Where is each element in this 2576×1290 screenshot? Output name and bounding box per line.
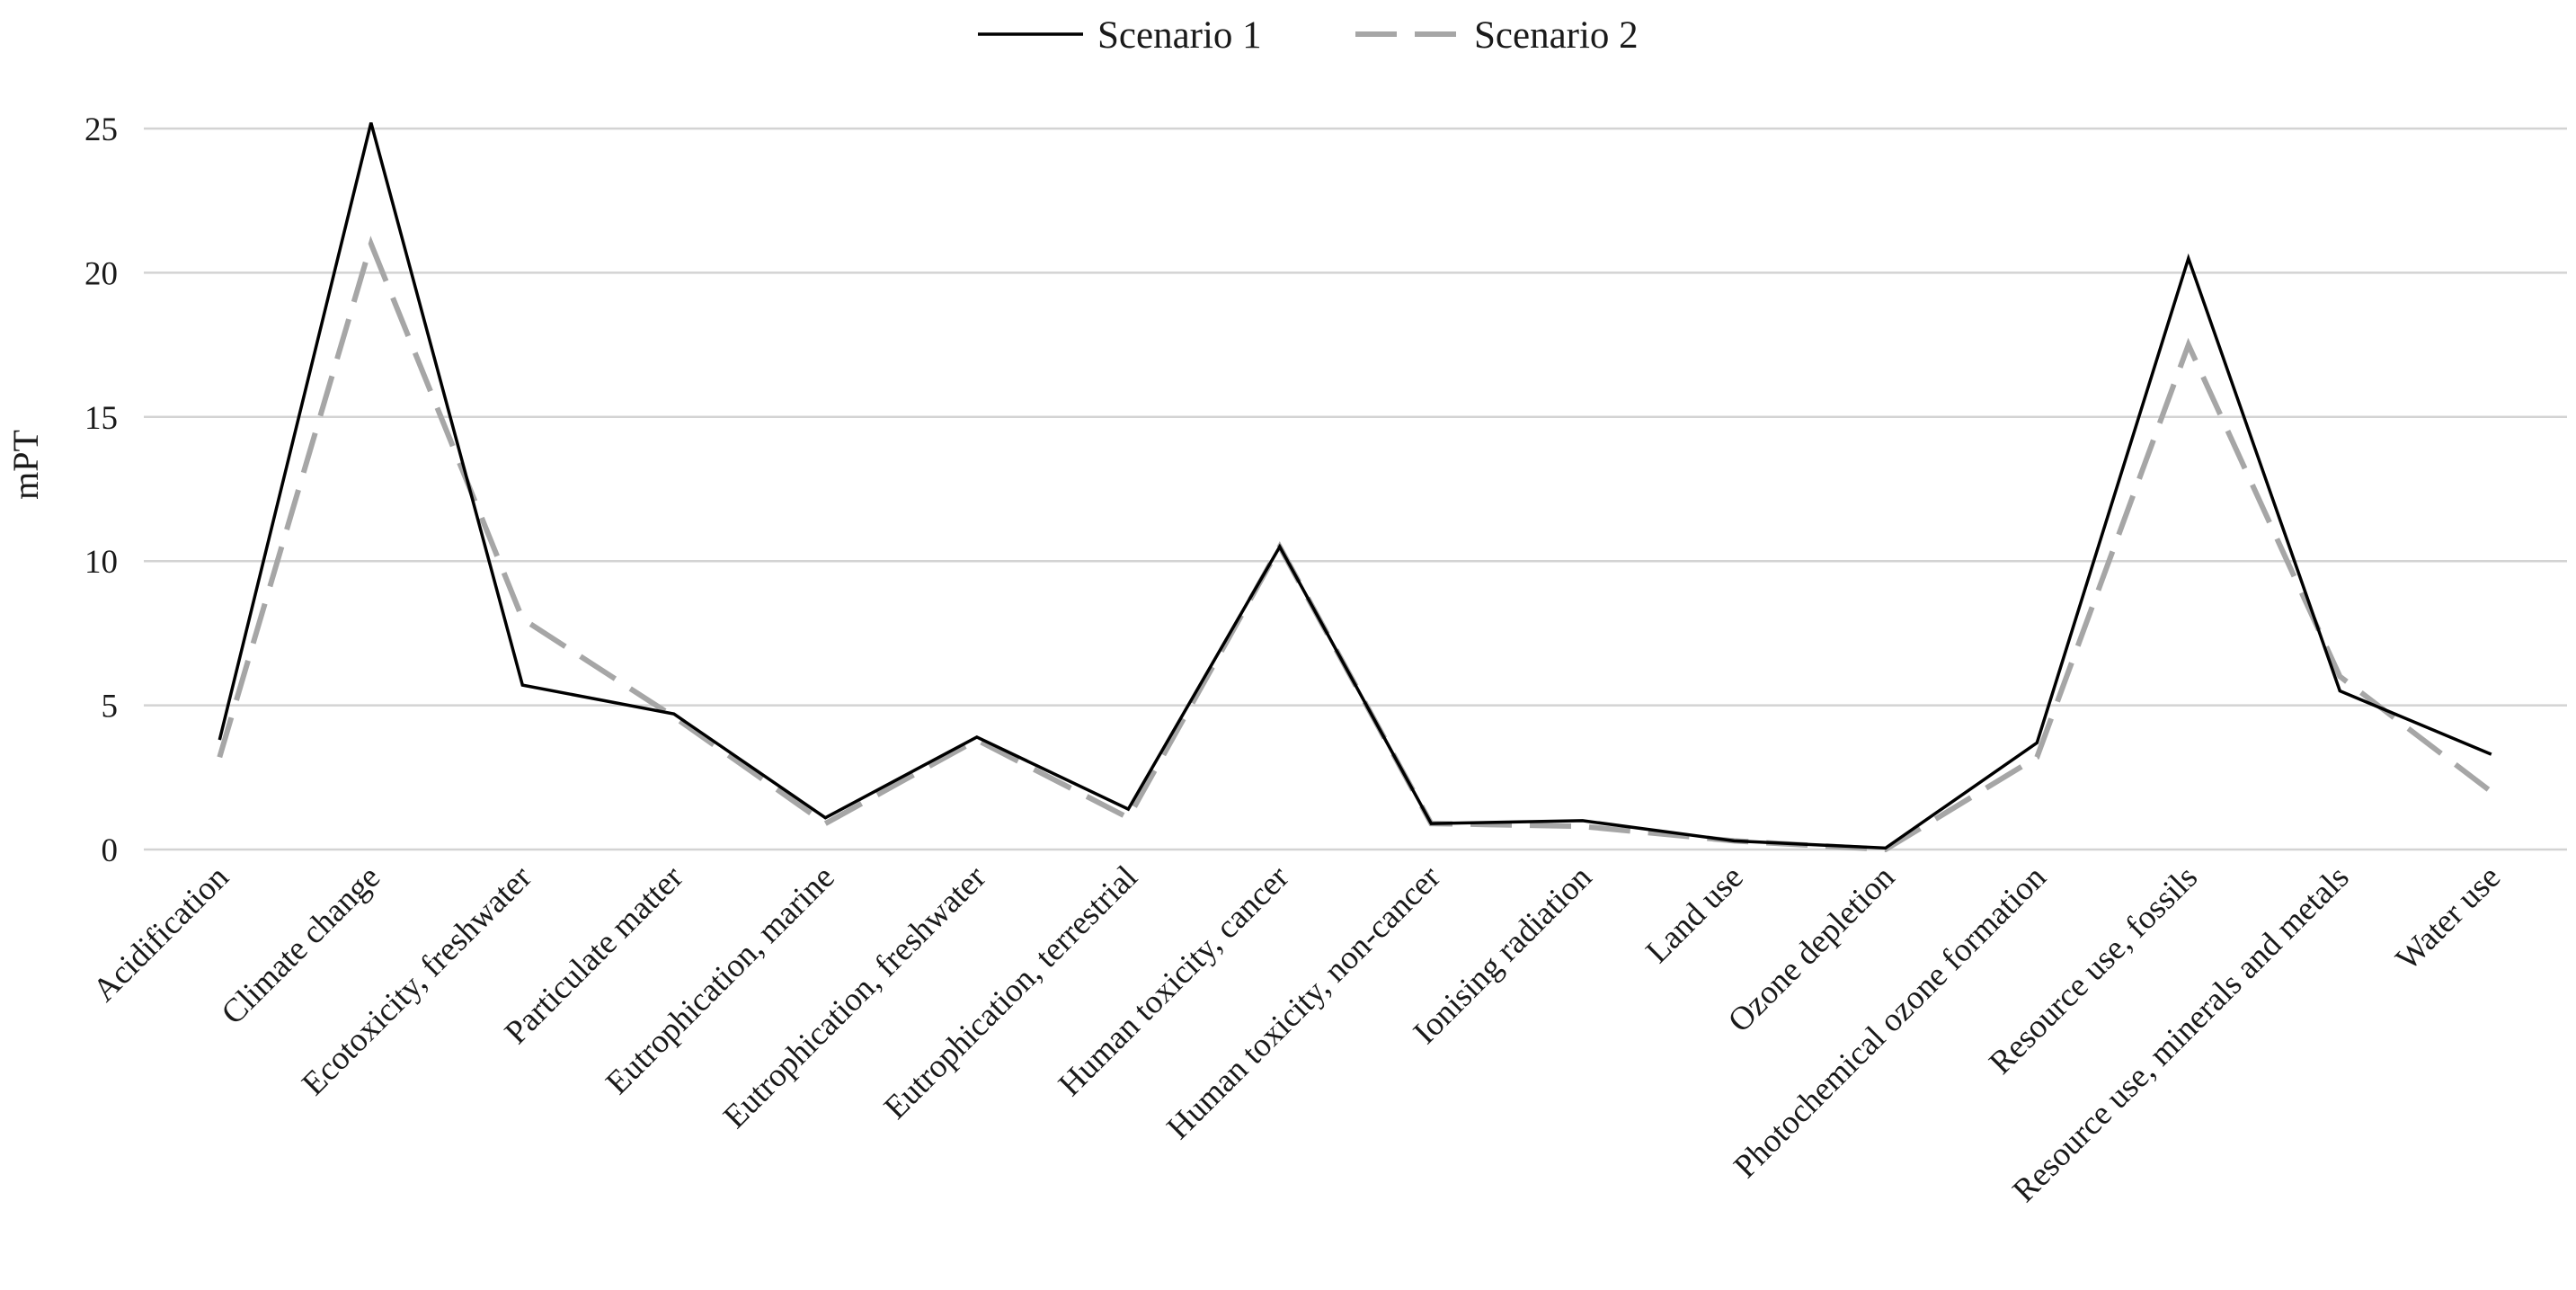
y-tick-label: 15 [84,400,118,437]
legend-label: Scenario 2 [1474,14,1639,57]
series-line-1 [218,122,2492,850]
x-tick-label: Resource use, minerals and metals [2006,859,2357,1209]
y-tick-label: 0 [102,832,119,869]
x-tick-label: Water use [2389,859,2508,977]
legend-label: Scenario 1 [1097,14,1262,57]
y-tick-label: 5 [102,689,119,725]
x-tick-label: Eutrophication, terrestrial [877,859,1145,1126]
gridlines [144,127,2567,851]
x-tick-label: Climate change [215,859,387,1031]
y-axis-title: mPT [5,430,46,500]
x-tick-label: Photochemical ozone formation [1727,859,2053,1185]
y-tick-label: 25 [84,111,118,148]
chart-legend: Scenario 1 Scenario 2 [978,14,1639,57]
y-axis-ticks: 0 5 10 15 20 25 [84,111,118,869]
x-tick-label: Eutrophication, freshwater [716,859,993,1135]
y-tick-label: 20 [84,255,118,292]
x-tick-label: Acidification [86,859,236,1009]
x-tick-label: Land use [1639,859,1750,970]
series-lines [217,122,2493,853]
series-line-2 [217,236,2493,853]
x-tick-label: Human toxicity, non-cancer [1160,859,1448,1146]
y-tick-label: 10 [84,544,118,581]
